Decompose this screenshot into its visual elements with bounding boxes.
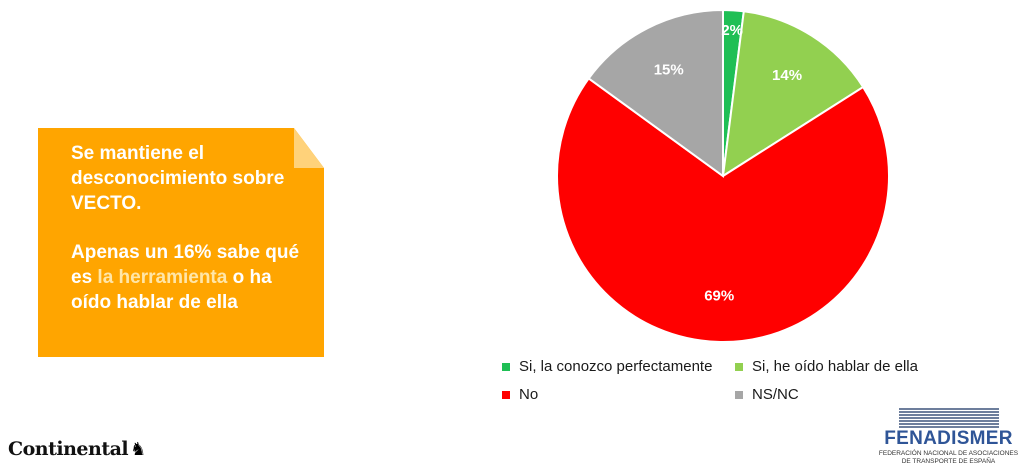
pie-data-label-3: 15% <box>654 62 684 79</box>
callout-highlight: la herramienta <box>97 267 228 288</box>
legend-label-2: No <box>519 386 539 403</box>
fenadismer-subtitle-2: DE TRANSPORTE DE ESPAÑA <box>901 458 996 465</box>
pie-slice-2 <box>556 77 890 343</box>
pie-data-label-0: 2% <box>721 22 743 39</box>
legend-swatch-0 <box>502 362 510 371</box>
callout-text-before: Apenas un 16% sabe qué es <box>71 242 300 288</box>
pie-slice-3 <box>587 8 724 178</box>
legend-item-3: NS/NC <box>735 386 799 403</box>
pie-data-label-2: 69% <box>704 287 734 304</box>
legend-swatch-3 <box>735 390 743 399</box>
legend-label-3: NS/NC <box>752 386 799 403</box>
legend-swatch-2 <box>502 390 510 399</box>
callout-paragraph-2: Apenas un 16% sabe qué es la herramienta… <box>71 240 316 315</box>
callout-text-after: o ha oído hablar de ella <box>71 267 272 313</box>
pie-slice-1 <box>721 10 865 178</box>
pie-data-label-1: 14% <box>772 67 802 84</box>
callout-box: Se mantiene el desconocimiento sobre VEC… <box>38 128 324 357</box>
horse-icon: ♞ <box>130 438 147 459</box>
legend-swatch-1 <box>735 362 743 371</box>
callout-shape <box>38 128 324 357</box>
pie-chart: 2% 14% 69% 15% <box>556 8 890 343</box>
continental-wordmark: Continental <box>8 438 129 460</box>
legend-item-0: Si, la conozco perfectamente <box>502 358 712 375</box>
fenadismer-stripes-icon <box>898 408 999 428</box>
legend-label-0: Si, la conozco perfectamente <box>519 358 713 375</box>
fenadismer-name: FENADISMER <box>884 428 1013 449</box>
fenadismer-logo: FENADISMER FEDERACIÓN NACIONAL DE ASOCIA… <box>876 408 1021 466</box>
legend-item-2: No <box>502 386 538 403</box>
legend-item-1: Si, he oído hablar de ella <box>735 358 918 375</box>
continental-logo: Continental ♞ <box>8 438 146 460</box>
fenadismer-subtitle-1: FEDERACIÓN NACIONAL DE ASOCIACIONES <box>878 450 1019 457</box>
legend-label-1: Si, he oído hablar de ella <box>752 358 918 375</box>
callout-paragraph-1: Se mantiene el desconocimiento sobre VEC… <box>71 143 285 214</box>
